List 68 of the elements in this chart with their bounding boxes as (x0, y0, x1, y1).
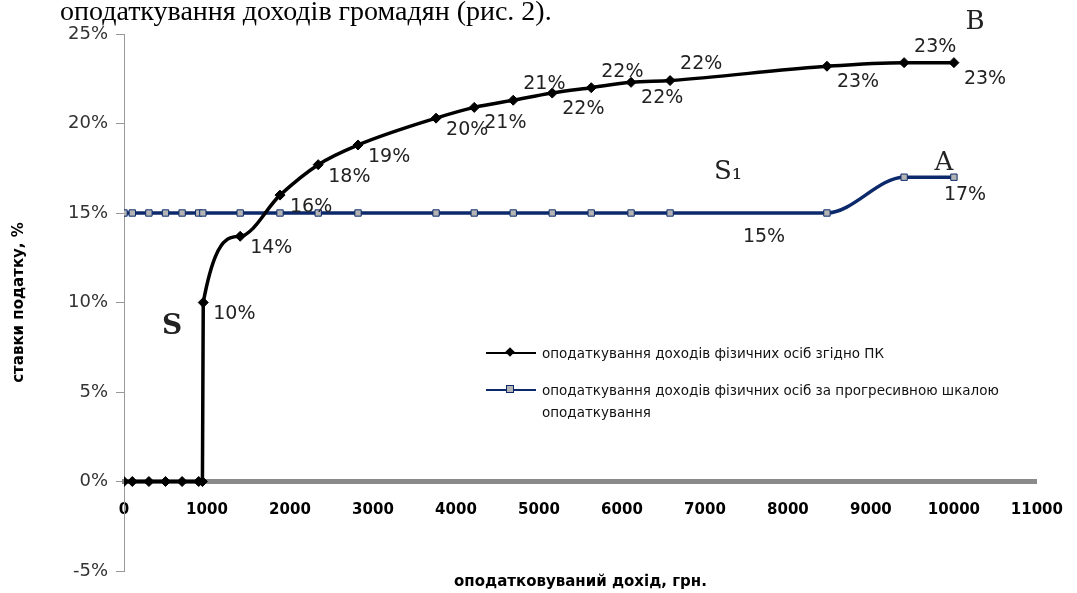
annotation: S₁ (713, 154, 743, 185)
data-label: 22% (641, 85, 684, 108)
point (432, 209, 440, 217)
y-tick-label: 15% (67, 200, 108, 222)
point (823, 209, 831, 217)
data-label: 14% (250, 235, 293, 258)
annotation: B (965, 4, 985, 35)
point (430, 112, 442, 124)
data-label: 16% (290, 194, 333, 217)
point (509, 209, 517, 217)
x-tick-label: 11000 (1010, 500, 1063, 519)
point (128, 209, 136, 217)
data-label: 21% (523, 71, 566, 94)
point (145, 209, 153, 217)
data-label: 22% (562, 96, 605, 119)
point (178, 209, 186, 217)
point (354, 209, 362, 217)
point (585, 82, 597, 94)
point (468, 101, 480, 113)
x-tick-label: 2000 (269, 500, 311, 519)
point (507, 94, 519, 106)
point (236, 209, 244, 217)
point (199, 209, 207, 217)
y-tick-label: 5% (79, 379, 108, 401)
point (312, 159, 324, 171)
annotation: S (161, 308, 183, 342)
data-label: 22% (680, 51, 723, 74)
data-label: 23% (836, 69, 880, 92)
point (587, 209, 595, 217)
point (548, 209, 556, 217)
y-tick-label: -5% (72, 558, 108, 580)
point (352, 139, 364, 151)
point (950, 173, 958, 181)
y-tick-label: 20% (67, 111, 108, 133)
data-label: 22% (601, 58, 644, 81)
x-tick-label: 1000 (186, 500, 228, 519)
data-label: 18% (328, 163, 371, 186)
point (900, 173, 908, 181)
annotation: A (933, 145, 955, 176)
legend-label: оподаткування доходів фізичних осіб за прогресивною шкалою оподаткування (542, 381, 1000, 422)
point (664, 75, 676, 87)
x-tick-label: 7000 (684, 500, 726, 519)
x-tick-label: 5000 (518, 500, 560, 519)
x-tick-label: 6000 (601, 500, 643, 519)
point (197, 297, 209, 308)
y-tick-label: 0% (79, 469, 108, 491)
data-label: 19% (368, 143, 411, 166)
data-label: 23% (963, 65, 1007, 88)
point (627, 209, 635, 217)
data-label: 17% (943, 182, 987, 205)
point (161, 209, 170, 217)
data-label: 10% (213, 301, 256, 324)
x-tick-label: 9000 (850, 500, 892, 519)
x-tick-label: 8000 (767, 500, 809, 519)
y-axis-title: ставки податку, % (8, 222, 27, 383)
point (666, 209, 674, 217)
x-axis-title: оподатковуваний дохід, грн. (454, 571, 707, 590)
point (274, 189, 286, 201)
x-tick-label: 3000 (352, 500, 394, 519)
data-label: 23% (914, 33, 957, 56)
x-tick-label: 4000 (435, 500, 477, 519)
legend-label: оподаткування доходів фізичних осіб згідно ПК (542, 344, 885, 363)
point (276, 209, 284, 217)
chart-title: оподаткування доходів громадян (рис. 2). (60, 0, 552, 27)
x-tick-label: 10000 (927, 500, 981, 519)
y-tick-label: 10% (67, 290, 108, 312)
point (470, 209, 478, 217)
annotation: 15% (742, 223, 786, 246)
